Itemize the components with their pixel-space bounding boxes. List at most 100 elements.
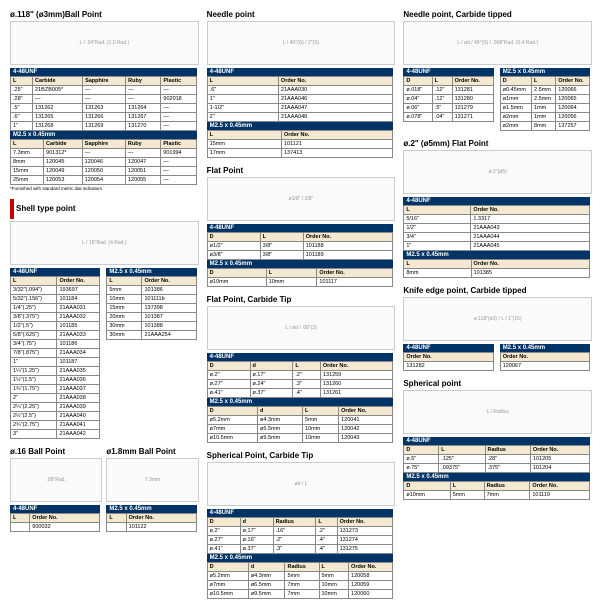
table-row: 1/4"(.25")21AAA031 bbox=[11, 304, 100, 313]
table-row: .25"21BZB005*——— bbox=[11, 86, 197, 95]
cell: 120054 bbox=[82, 176, 125, 185]
col-header: D bbox=[207, 269, 266, 278]
cell: 101188 bbox=[303, 242, 393, 251]
cell: 101189 bbox=[303, 251, 393, 260]
cell: 8mm bbox=[404, 269, 471, 278]
cell: ø.04" bbox=[404, 95, 432, 104]
cell: 120066 bbox=[556, 86, 590, 95]
diagram: ø.2"(ø5) bbox=[403, 150, 592, 194]
thread-header: 4-48UNF bbox=[403, 344, 493, 352]
cell: 131262 bbox=[33, 104, 83, 113]
col-header: D bbox=[500, 77, 531, 86]
section-needle-carbide: Needle point, Carbide tipped L / ød / 40… bbox=[403, 10, 590, 131]
cell: ø5.5mm bbox=[258, 425, 303, 434]
cell: — bbox=[83, 95, 126, 104]
thread-header: 4-48UNF bbox=[403, 68, 493, 76]
table-row: 101122 bbox=[107, 523, 196, 532]
col-header: D bbox=[207, 233, 260, 242]
thread-header: M2.5 x 0.45mm bbox=[500, 68, 590, 76]
cell: — bbox=[161, 86, 196, 95]
cell: 15mm bbox=[107, 304, 142, 313]
cell: 21AAA043 bbox=[471, 224, 590, 233]
cell: 120059 bbox=[349, 581, 393, 590]
table-row: 10mm101111b bbox=[107, 295, 196, 304]
cell: 5mm bbox=[285, 572, 319, 581]
cell: 901312* bbox=[44, 149, 83, 158]
cell: 101387 bbox=[142, 313, 196, 322]
cell: ø.41" bbox=[207, 545, 240, 554]
section-ball-3mm: ø.118" (ø3mm)Ball Point L / .04"Rad. (1,… bbox=[10, 10, 197, 191]
col-header: Order No. bbox=[278, 77, 392, 86]
cell: 1/2"(.5") bbox=[11, 322, 57, 331]
table-row: 3"21AAA042 bbox=[11, 430, 100, 439]
table-row: ø2mm8mm137257 bbox=[500, 122, 589, 131]
cell: ø.27" bbox=[207, 536, 240, 545]
table-row: ø.27"ø.16".2".4"131274 bbox=[207, 536, 393, 545]
cell: 21AAA035 bbox=[57, 367, 100, 376]
thread-header: M2.5 x 0.45mm bbox=[10, 131, 197, 139]
cell: 131271 bbox=[452, 113, 493, 122]
cell: 21AAA034 bbox=[57, 349, 100, 358]
cell: ø.2" bbox=[207, 527, 240, 536]
cell: 10mm bbox=[107, 295, 142, 304]
cell: 131259 bbox=[320, 371, 392, 380]
col-header: L bbox=[11, 77, 33, 86]
cell: 15mm bbox=[11, 167, 44, 176]
table-row: 30mm101388 bbox=[107, 322, 196, 331]
cell: ø.27" bbox=[207, 380, 250, 389]
cell: .09375" bbox=[439, 464, 485, 473]
cell: 131279 bbox=[452, 104, 493, 113]
cell: .2" bbox=[293, 371, 321, 380]
table-448unf: DdRadiusLOrder No.ø.2"ø.17".16".2"131273… bbox=[207, 517, 394, 554]
table-m25: DdRadiusLOrder No.ø5.2mmø4.3mm5mm5mm1200… bbox=[207, 562, 394, 599]
cell: 8mm bbox=[532, 122, 556, 131]
col-header: L bbox=[450, 482, 484, 491]
cell bbox=[107, 523, 126, 532]
table-row: 15mm137398 bbox=[107, 304, 196, 313]
cell: 7mm bbox=[285, 581, 319, 590]
cell: 193697 bbox=[57, 286, 100, 295]
table-row: ø.018".12"131281 bbox=[404, 86, 493, 95]
red-bar-icon bbox=[10, 199, 14, 219]
table-row: 25mm120053120054120055— bbox=[11, 176, 197, 185]
cell: 101388 bbox=[142, 322, 196, 331]
section-spherical: Spherical point L / Radius 4-48UNF DLRad… bbox=[403, 379, 590, 500]
title: ø.2" (ø5mm) Flat Point bbox=[403, 139, 590, 148]
cell: — bbox=[82, 149, 125, 158]
table-m25: LOrder No.8mm101385 bbox=[403, 259, 590, 278]
thread-header: 4-48UNF bbox=[10, 268, 100, 276]
table-row: 1"131268131269131270— bbox=[11, 122, 197, 131]
cell: ø0.45mm bbox=[500, 86, 531, 95]
table-row: ø10mm10mm101117 bbox=[207, 278, 393, 287]
cell: 1mm bbox=[532, 104, 556, 113]
table: LOrder No.900032 bbox=[10, 513, 100, 532]
cell: 131274 bbox=[337, 536, 393, 545]
cell: 21AAA046 bbox=[278, 95, 392, 104]
cell: 21AAA036 bbox=[57, 376, 100, 385]
table-m25: Order No.120067 bbox=[500, 352, 590, 371]
cell: 1/2" bbox=[404, 224, 471, 233]
page: ø.118" (ø3mm)Ball Point L / .04"Rad. (1,… bbox=[0, 0, 600, 609]
table-m25: DLOrder No.ø10mm10mm101117 bbox=[207, 268, 394, 287]
cell: .2" bbox=[316, 527, 337, 536]
col-header: Plastic bbox=[161, 140, 196, 149]
section-ball-16: ø.16 Ball Point .08"Rad. 4-48UNF LOrder … bbox=[10, 447, 100, 532]
col-header: L bbox=[532, 77, 556, 86]
col-header: D bbox=[404, 77, 432, 86]
cell: — bbox=[161, 113, 196, 122]
cell: ø3/8" bbox=[207, 251, 260, 260]
cell: ø4.3mm bbox=[258, 416, 303, 425]
col-header: Order No. bbox=[317, 269, 393, 278]
table-row: ø10.5mmø9.5mm10mm120043 bbox=[207, 434, 393, 443]
table-row: ø.41"ø.37".4"131261 bbox=[207, 389, 393, 398]
col-header: d bbox=[248, 563, 285, 572]
table-row: 1"21AAA045 bbox=[404, 242, 590, 251]
table-row: 15mm120049120050120051— bbox=[11, 167, 197, 176]
cell: 5mm bbox=[450, 491, 484, 500]
table-row: 20mm101387 bbox=[107, 313, 196, 322]
cell: 131264 bbox=[126, 104, 161, 113]
column-1: ø.118" (ø3mm)Ball Point L / .04"Rad. (1,… bbox=[10, 10, 197, 599]
cell: 3/8" bbox=[260, 242, 303, 251]
table-row: 120067 bbox=[500, 362, 589, 371]
cell: 21AAA044 bbox=[471, 233, 590, 242]
